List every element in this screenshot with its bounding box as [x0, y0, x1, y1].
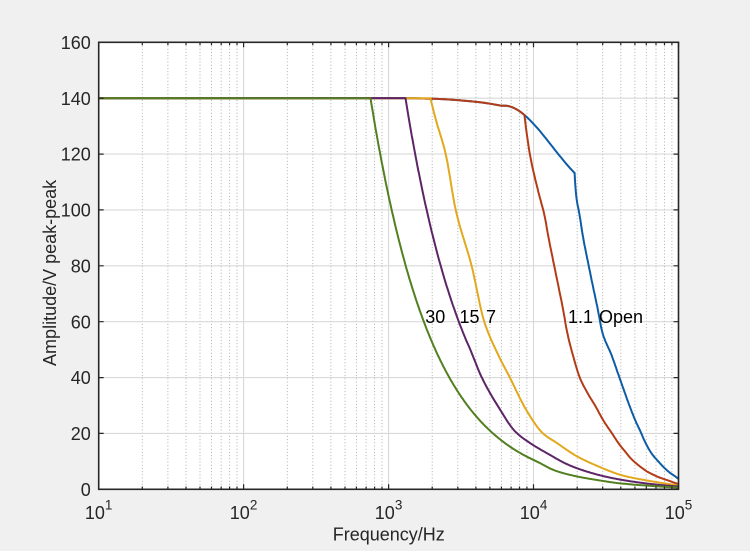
- svg-text:140: 140: [61, 89, 91, 109]
- svg-text:1.1: 1.1: [568, 307, 593, 327]
- svg-text:Open: Open: [599, 307, 643, 327]
- svg-text:80: 80: [71, 256, 91, 276]
- svg-text:20: 20: [71, 424, 91, 444]
- svg-text:15: 15: [460, 307, 480, 327]
- svg-text:100: 100: [61, 201, 91, 221]
- svg-text:40: 40: [71, 368, 91, 388]
- svg-text:120: 120: [61, 145, 91, 165]
- svg-text:160: 160: [61, 33, 91, 53]
- svg-text:60: 60: [71, 312, 91, 332]
- svg-text:7: 7: [486, 307, 496, 327]
- svg-text:Frequency/Hz: Frequency/Hz: [333, 524, 445, 544]
- svg-text:Amplitude/V peak-peak: Amplitude/V peak-peak: [40, 179, 60, 366]
- svg-text:0: 0: [81, 480, 91, 500]
- svg-text:30: 30: [425, 307, 445, 327]
